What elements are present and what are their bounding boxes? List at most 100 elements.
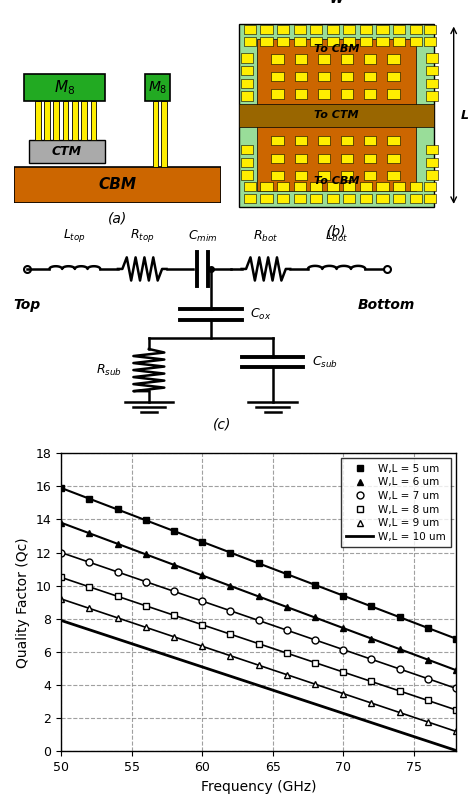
Bar — [341, 54, 353, 64]
Bar — [277, 37, 289, 46]
Bar — [409, 37, 422, 46]
W,L = 8 um — [340, 667, 346, 677]
Legend: W,L = 5 um, W,L = 6 um, W,L = 7 um, W,L = 8 um, W,L = 9 um, W,L = 10 um: W,L = 5 um, W,L = 6 um, W,L = 7 um, W,L … — [341, 459, 451, 547]
Bar — [360, 25, 372, 34]
W,L = 10 um — [444, 743, 449, 752]
W,L = 8 um — [284, 648, 290, 657]
Bar — [376, 182, 389, 192]
W,L = 8 um — [115, 591, 120, 601]
W,L = 7 um — [397, 664, 402, 673]
Bar — [426, 170, 438, 180]
W,L = 6 um — [312, 613, 318, 622]
Bar — [294, 182, 306, 192]
Bar — [241, 53, 253, 63]
W,L = 9 um — [284, 670, 290, 680]
Bar — [241, 170, 253, 180]
Bar — [241, 79, 253, 88]
Text: Bottom: Bottom — [358, 298, 415, 312]
Text: CTM: CTM — [52, 145, 82, 158]
W,L = 9 um — [171, 632, 177, 642]
Bar — [145, 74, 170, 101]
Bar — [63, 101, 69, 140]
W,L = 7 um — [425, 674, 431, 684]
Bar — [244, 193, 256, 203]
W,L = 5 um — [425, 623, 431, 633]
W,L = 6 um — [284, 602, 290, 611]
Bar — [318, 136, 330, 145]
W,L = 6 um — [143, 549, 149, 559]
W,L = 8 um — [425, 696, 431, 705]
Bar — [343, 37, 355, 46]
Bar — [426, 145, 438, 154]
Bar — [424, 193, 436, 203]
W,L = 10 um — [453, 746, 459, 755]
W,L = 8 um — [199, 620, 205, 630]
W,L = 7 um — [227, 606, 233, 615]
Bar — [360, 193, 372, 203]
Text: L: L — [460, 109, 468, 122]
Bar — [81, 101, 87, 140]
W,L = 8 um — [453, 705, 459, 715]
Bar — [360, 37, 372, 46]
Bar — [161, 101, 167, 167]
Bar — [393, 37, 405, 46]
W,L = 8 um — [58, 572, 64, 582]
Bar — [244, 25, 256, 34]
W,L = 6 um — [453, 665, 459, 675]
W,L = 7 um — [86, 557, 92, 567]
Bar — [376, 37, 389, 46]
Bar — [35, 101, 40, 140]
Text: $C_{ox}$: $C_{ox}$ — [251, 307, 272, 322]
W,L = 5 um — [284, 569, 290, 579]
Bar — [426, 53, 438, 63]
W,L = 8 um — [397, 686, 402, 696]
Text: Top: Top — [14, 298, 41, 312]
W,L = 5 um — [115, 505, 120, 514]
Bar — [364, 89, 376, 99]
Bar — [318, 89, 330, 99]
W,L = 5 um — [368, 602, 374, 611]
Bar — [364, 72, 376, 81]
W,L = 7 um — [256, 615, 261, 625]
Bar — [44, 101, 50, 140]
Bar — [241, 66, 253, 76]
Bar — [91, 101, 96, 140]
Bar — [327, 193, 339, 203]
Bar — [341, 72, 353, 81]
Bar — [318, 72, 330, 81]
W,L = 7 um — [284, 626, 290, 635]
W,L = 6 um — [227, 581, 233, 591]
W,L = 10 um — [382, 722, 387, 731]
Line: W,L = 5 um: W,L = 5 um — [58, 484, 459, 642]
W,L = 9 um — [143, 622, 149, 632]
W,L = 10 um — [272, 686, 278, 696]
Bar — [241, 145, 253, 154]
W,L = 8 um — [171, 611, 177, 620]
Bar — [387, 89, 400, 99]
W,L = 7 um — [58, 548, 64, 557]
W,L = 8 um — [227, 630, 233, 639]
W,L = 8 um — [312, 657, 318, 667]
Bar — [244, 37, 256, 46]
Bar — [364, 54, 376, 64]
Bar — [294, 25, 306, 34]
Bar — [272, 171, 283, 180]
Bar — [327, 25, 339, 34]
W,L = 8 um — [256, 639, 261, 649]
W,L = 8 um — [143, 601, 149, 611]
Bar — [54, 101, 59, 140]
Bar — [409, 25, 422, 34]
Bar — [29, 140, 105, 164]
W,L = 6 um — [58, 518, 64, 528]
Bar — [272, 136, 283, 145]
W,L = 7 um — [340, 645, 346, 654]
W,L = 5 um — [340, 591, 346, 600]
Line: W,L = 8 um: W,L = 8 um — [58, 574, 459, 713]
Text: To CBM: To CBM — [314, 44, 360, 54]
W,L = 5 um — [171, 526, 177, 536]
Bar — [295, 54, 307, 64]
W,L = 9 um — [425, 717, 431, 727]
Bar — [295, 153, 307, 163]
Bar — [14, 167, 221, 203]
W,L = 7 um — [368, 654, 374, 664]
